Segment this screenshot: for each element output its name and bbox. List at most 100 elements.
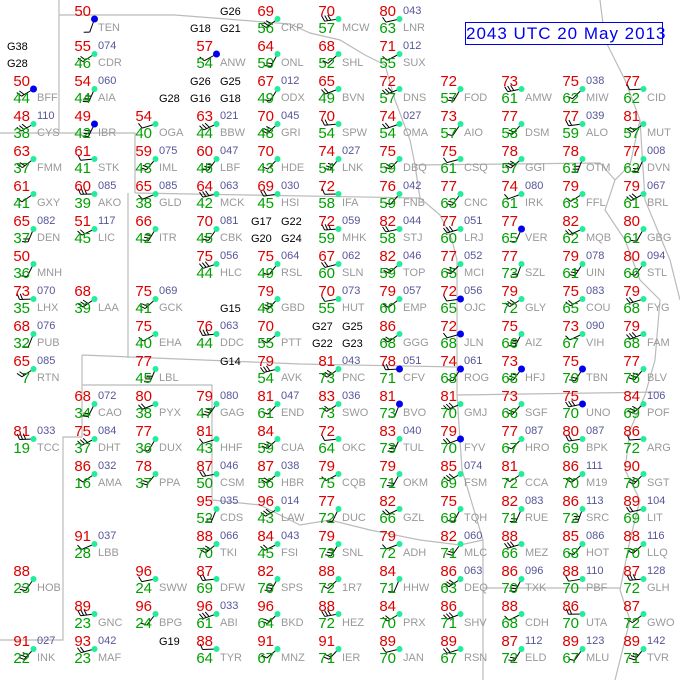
station-plot[interactable]: 657 085 RTN (13, 353, 59, 387)
station-plot[interactable]: 50 TEN (74, 3, 120, 34)
